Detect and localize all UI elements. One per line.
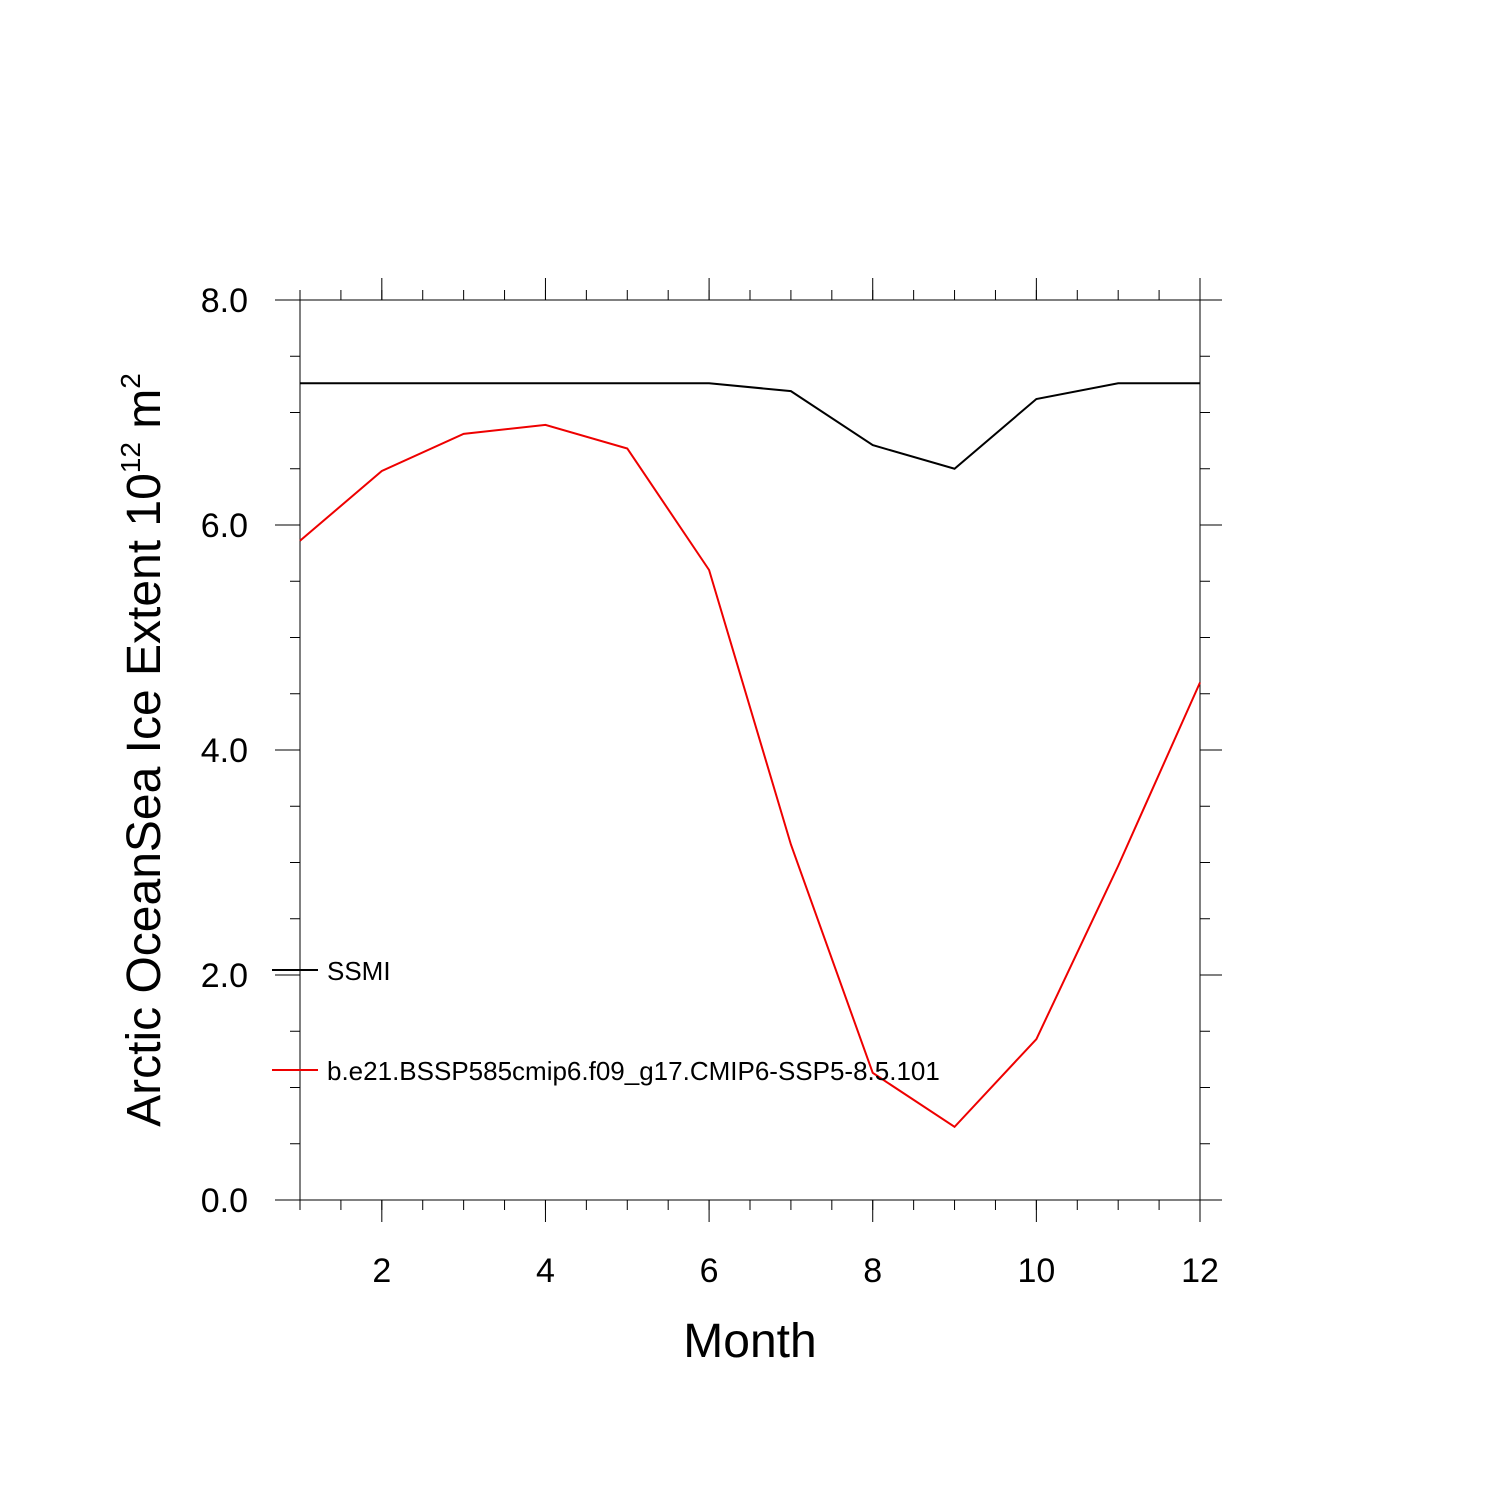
- y-tick-label: 2.0: [201, 957, 248, 995]
- x-axis-label: Month: [683, 1315, 816, 1368]
- y-tick-labels: 0.0 2.0 4.0 6.0 8.0: [201, 282, 248, 1220]
- y-tick-label: 4.0: [201, 732, 248, 770]
- y-tick-label: 0.0: [201, 1182, 248, 1220]
- y-axis-label-unit-exponent: 2: [115, 373, 146, 389]
- y-axis-label-exponent: 12: [115, 442, 146, 473]
- x-tick-label: 10: [1017, 1252, 1055, 1290]
- y-tick-label: 8.0: [201, 282, 248, 320]
- x-tick-label: 8: [863, 1252, 882, 1290]
- legend-label-model: b.e21.BSSP585cmip6.f09_g17.CMIP6-SSP5-8.…: [327, 1056, 940, 1086]
- series-line-model: [299, 423, 1201, 1129]
- legend-label-ssmi: SSMI: [327, 956, 391, 986]
- plot-frame: [299, 299, 1201, 1201]
- x-tick-label: 12: [1181, 1252, 1219, 1290]
- x-tick-label: 2: [372, 1252, 391, 1290]
- y-axis-label-text: Arctic OceanSea Ice Extent 10: [118, 473, 171, 1127]
- y-axis-label: Arctic OceanSea Ice Extent 1012 m2: [115, 373, 171, 1127]
- y-tick-label: 6.0: [201, 507, 248, 545]
- series-line-ssmi: [300, 382, 1200, 470]
- x-tick-labels: 2 4 6 8 10 12: [372, 1252, 1219, 1290]
- major-ticks: [275, 278, 1222, 1222]
- legend: SSMI b.e21.BSSP585cmip6.f09_g17.CMIP6-SS…: [272, 956, 940, 1086]
- x-tick-label: 4: [536, 1252, 555, 1290]
- x-tick-label: 6: [700, 1252, 719, 1290]
- series-lines: [299, 382, 1201, 1129]
- y-axis-label-unit: m: [118, 389, 171, 442]
